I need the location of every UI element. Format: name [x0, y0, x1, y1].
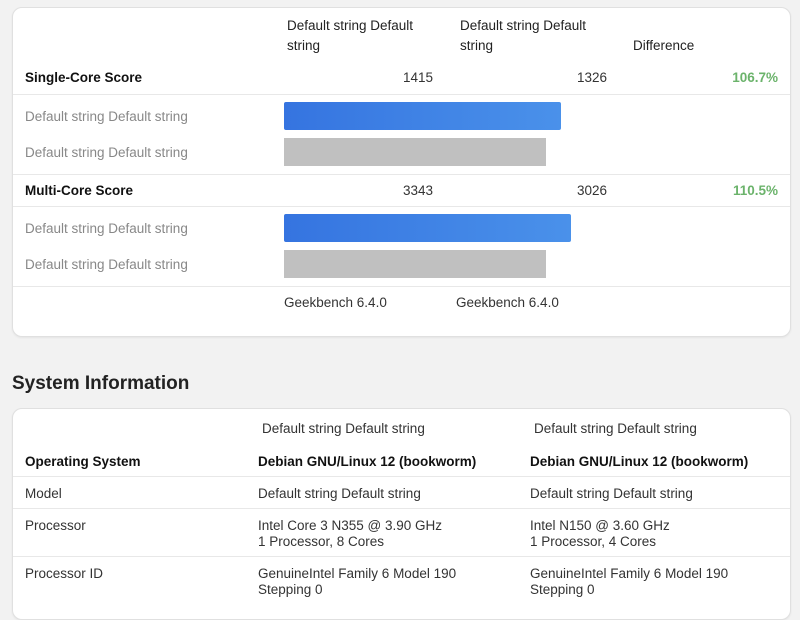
multi-core-label: Multi-Core Score	[25, 183, 134, 198]
processor-id-label: Processor ID	[25, 566, 104, 581]
sys-column-header-b: Default string Default string	[534, 421, 697, 436]
multi-core-bar-b	[284, 250, 546, 278]
system-information-title: System Information	[12, 373, 190, 394]
processor-id-value-b-line2: Stepping 0	[530, 582, 595, 597]
multi-core-score-b: 3026	[576, 183, 607, 198]
single-core-difference: 106.7%	[732, 70, 778, 85]
os-label: Operating System	[25, 454, 141, 469]
divider	[13, 476, 790, 477]
sys-column-header-a: Default string Default string	[262, 421, 425, 436]
column-header-device-a: Default string Default string	[287, 18, 414, 53]
processor-value-b-line2: 1 Processor, 4 Cores	[530, 534, 657, 549]
divider	[13, 94, 790, 95]
divider	[13, 508, 790, 509]
processor-id-value-a-line2: Stepping 0	[258, 582, 323, 597]
single-core-label: Single-Core Score	[25, 70, 143, 85]
benchmark-comparison-card: Default string Default string Default st…	[12, 7, 791, 337]
os-value-b: Debian GNU/Linux 12 (bookworm)	[530, 454, 749, 469]
processor-id-value-a-line1: GenuineIntel Family 6 Model 190	[258, 566, 457, 581]
divider	[13, 206, 790, 207]
version-device-b: Geekbench 6.4.0	[456, 295, 559, 310]
processor-label: Processor	[25, 518, 86, 533]
single-core-bar-label-b: Default string Default string	[25, 145, 188, 160]
processor-value-a-line1: Intel Core 3 N355 @ 3.90 GHz	[258, 518, 443, 533]
single-core-bar-label-a: Default string Default string	[25, 109, 188, 124]
model-value-b: Default string Default string	[530, 486, 693, 501]
multi-core-bar-label-a: Default string Default string	[25, 221, 188, 236]
multi-core-difference: 110.5%	[732, 183, 778, 198]
os-value-a: Debian GNU/Linux 12 (bookworm)	[258, 454, 477, 469]
model-label: Model	[25, 486, 62, 501]
processor-value-b-line1: Intel N150 @ 3.60 GHz	[530, 518, 670, 533]
column-header-device-b: Default string Default string	[460, 18, 587, 53]
multi-core-score-a: 3343	[402, 183, 433, 198]
divider	[13, 174, 790, 175]
multi-core-bar-label-b: Default string Default string	[25, 257, 188, 272]
divider	[13, 286, 790, 287]
single-core-bar-a	[284, 102, 561, 130]
multi-core-bar-a	[284, 214, 571, 242]
single-core-score-b: 1326	[576, 70, 607, 85]
system-information-card: Default string Default string Default st…	[12, 408, 791, 620]
single-core-bar-b	[284, 138, 546, 166]
column-header-difference: Difference	[633, 38, 695, 53]
version-device-a: Geekbench 6.4.0	[284, 295, 387, 310]
model-value-a: Default string Default string	[258, 486, 421, 501]
single-core-score-a: 1415	[402, 70, 433, 85]
processor-id-value-b-line1: GenuineIntel Family 6 Model 190	[530, 566, 729, 581]
divider	[13, 556, 790, 557]
processor-value-a-line2: 1 Processor, 8 Cores	[258, 534, 385, 549]
